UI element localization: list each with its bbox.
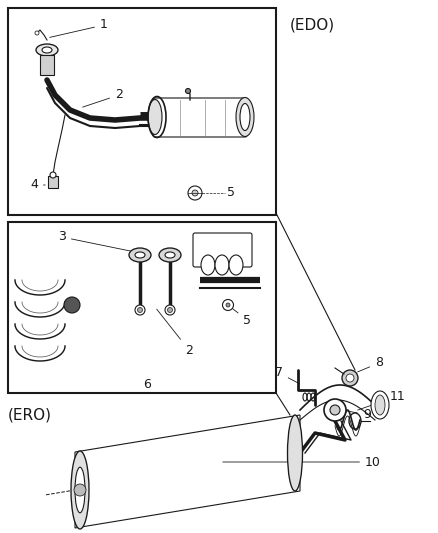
Circle shape — [64, 297, 80, 313]
Circle shape — [50, 172, 56, 178]
Ellipse shape — [287, 415, 303, 491]
Ellipse shape — [159, 248, 181, 262]
Ellipse shape — [371, 391, 389, 419]
Text: 5: 5 — [230, 306, 251, 327]
FancyBboxPatch shape — [193, 233, 252, 267]
Text: 10: 10 — [223, 456, 381, 469]
Circle shape — [192, 190, 198, 196]
Ellipse shape — [42, 47, 52, 53]
Text: 7: 7 — [275, 367, 300, 384]
Text: 11: 11 — [357, 390, 406, 410]
Ellipse shape — [240, 103, 250, 131]
Circle shape — [342, 370, 358, 386]
Ellipse shape — [75, 467, 85, 513]
Text: (EDO): (EDO) — [290, 18, 335, 33]
Text: 1: 1 — [49, 19, 108, 37]
Circle shape — [188, 186, 202, 200]
Circle shape — [330, 405, 340, 415]
Bar — [40, 55, 54, 75]
FancyBboxPatch shape — [153, 98, 247, 137]
Ellipse shape — [201, 255, 215, 275]
Text: 6: 6 — [143, 378, 151, 392]
Ellipse shape — [148, 100, 162, 134]
Text: 3: 3 — [58, 230, 137, 253]
Text: 4: 4 — [30, 179, 45, 191]
Circle shape — [186, 88, 191, 93]
Text: 8: 8 — [357, 357, 383, 372]
Text: 2: 2 — [157, 309, 193, 357]
Ellipse shape — [165, 252, 175, 258]
Circle shape — [324, 399, 346, 421]
Text: 2: 2 — [83, 88, 123, 107]
Circle shape — [346, 374, 354, 382]
Ellipse shape — [71, 451, 89, 529]
Circle shape — [35, 31, 39, 35]
Circle shape — [167, 308, 173, 312]
Bar — [48, 176, 58, 188]
Text: (ERO): (ERO) — [8, 408, 52, 423]
Bar — [8, 8, 276, 215]
Ellipse shape — [215, 255, 229, 275]
Ellipse shape — [135, 252, 145, 258]
Ellipse shape — [229, 255, 243, 275]
Text: 5: 5 — [227, 187, 235, 199]
Text: 9: 9 — [346, 408, 371, 422]
Bar — [8, 222, 276, 393]
Circle shape — [226, 303, 230, 307]
Circle shape — [165, 305, 175, 315]
Circle shape — [138, 308, 142, 312]
Circle shape — [74, 484, 86, 496]
Ellipse shape — [36, 44, 58, 56]
Ellipse shape — [236, 98, 254, 136]
Circle shape — [135, 305, 145, 315]
Ellipse shape — [129, 248, 151, 262]
Polygon shape — [75, 415, 300, 528]
Circle shape — [223, 300, 233, 311]
Ellipse shape — [375, 395, 385, 415]
